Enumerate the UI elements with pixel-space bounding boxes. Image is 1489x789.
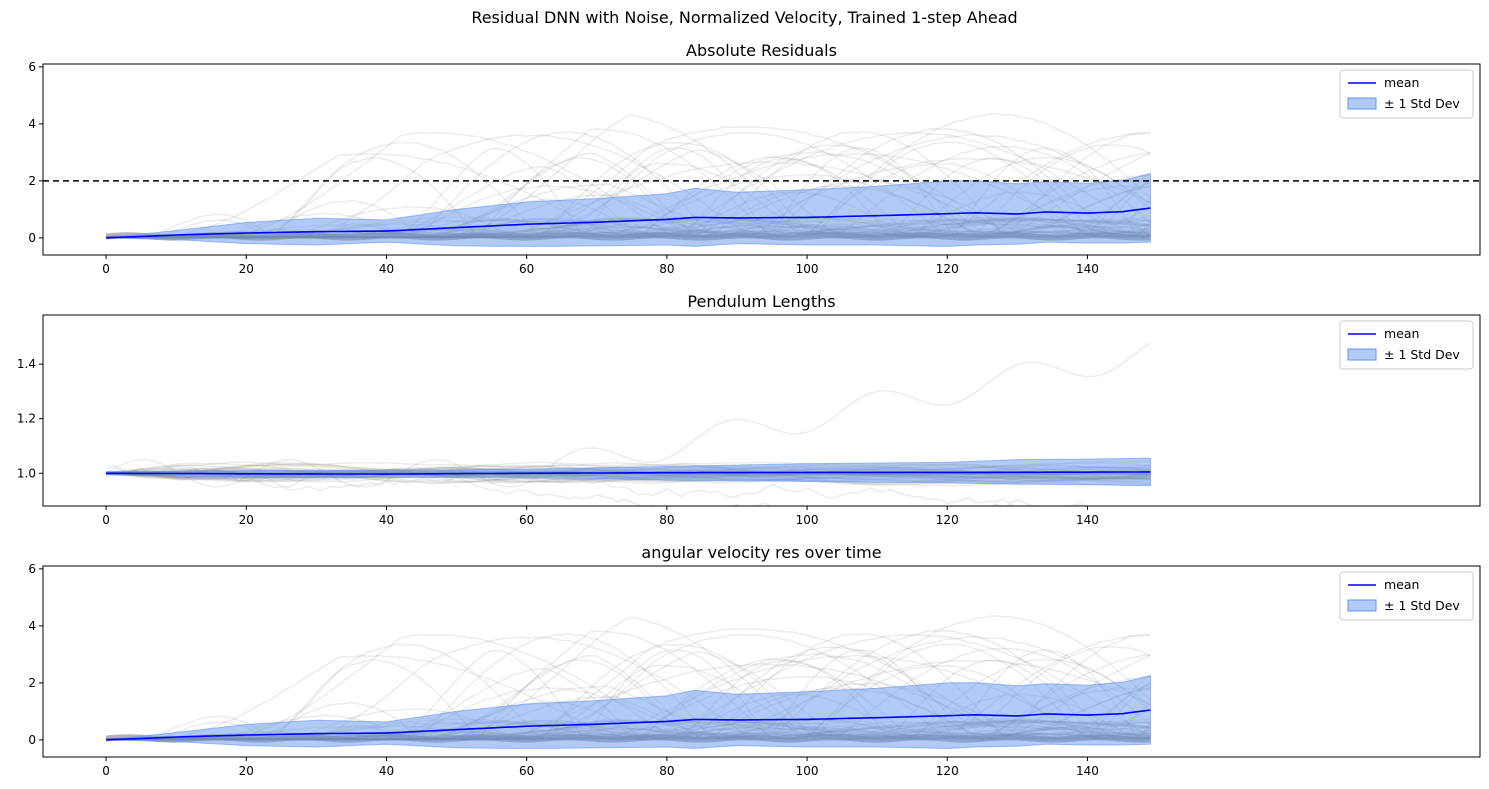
- legend-mean-label: mean: [1384, 326, 1419, 341]
- legend-mean-label: mean: [1384, 75, 1419, 90]
- x-tick-label: 60: [519, 262, 534, 276]
- subplot-title: angular velocity res over time: [641, 543, 881, 562]
- x-tick-label: 40: [379, 764, 394, 778]
- subplot-title: Absolute Residuals: [686, 41, 837, 60]
- x-tick-label: 0: [102, 262, 110, 276]
- mean-line: [106, 471, 1151, 475]
- legend-std-label: ± 1 Std Dev: [1384, 96, 1460, 111]
- legend-std-swatch: [1347, 348, 1377, 361]
- legend-std-swatch: [1347, 599, 1377, 612]
- figure-suptitle: Residual DNN with Noise, Normalized Velo…: [471, 8, 1017, 27]
- y-tick-label: 4: [28, 619, 36, 633]
- x-tick-label: 60: [519, 764, 534, 778]
- axes-frame: [42, 565, 1481, 758]
- x-tick-label: 120: [936, 262, 959, 276]
- std-band: [105, 457, 1151, 487]
- x-tick-label: 20: [239, 513, 254, 527]
- x-tick-label: 80: [659, 262, 674, 276]
- legend: mean ± 1 Std Dev: [1339, 571, 1474, 621]
- legend-std-label: ± 1 Std Dev: [1384, 598, 1460, 613]
- y-tick-label: 1.0: [17, 466, 36, 480]
- x-tick-label: 20: [239, 764, 254, 778]
- mean-line: [106, 207, 1151, 239]
- plot-area: [105, 615, 1152, 749]
- trace-line: [105, 464, 1145, 506]
- y-tick-label: 1.4: [17, 357, 36, 371]
- subplot-1: Absolute Residuals 0 20 40 60 80 100 120 140 0 2 4 6…: [28, 41, 1481, 276]
- plot-area: [43, 113, 1480, 247]
- x-tick-label: 0: [102, 764, 110, 778]
- legend-mean-label: mean: [1384, 577, 1419, 592]
- x-tick-label: 100: [796, 262, 819, 276]
- y-tick-label: 6: [28, 562, 36, 576]
- y-tick-label: 0: [28, 733, 36, 747]
- legend: mean ± 1 Std Dev: [1339, 320, 1474, 370]
- legend: mean ± 1 Std Dev: [1339, 69, 1474, 119]
- legend-std-swatch: [1347, 97, 1377, 110]
- x-tick-label: 60: [519, 513, 534, 527]
- x-tick-label: 80: [659, 764, 674, 778]
- y-tick-label: 2: [28, 174, 36, 188]
- subplot-title: Pendulum Lengths: [687, 292, 835, 311]
- axes-frame: [42, 314, 1481, 507]
- y-tick-label: 2: [28, 676, 36, 690]
- plot-area: [105, 342, 1151, 506]
- x-tick-label: 140: [1076, 764, 1099, 778]
- y-tick-label: 4: [28, 117, 36, 131]
- trace-line: [105, 342, 1151, 488]
- x-tick-label: 40: [379, 262, 394, 276]
- y-tick-label: 1.2: [17, 412, 36, 426]
- trace-line: [105, 467, 1039, 506]
- x-tick-label: 120: [936, 764, 959, 778]
- x-tick-label: 80: [659, 513, 674, 527]
- x-tick-label: 140: [1076, 513, 1099, 527]
- x-tick-label: 20: [239, 262, 254, 276]
- y-tick-label: 6: [28, 60, 36, 74]
- x-tick-label: 120: [936, 513, 959, 527]
- x-tick-label: 0: [102, 513, 110, 527]
- x-tick-label: 100: [796, 764, 819, 778]
- x-tick-label: 40: [379, 513, 394, 527]
- y-tick-label: 0: [28, 231, 36, 245]
- subplot-2: Pendulum Lengths 0 20 40 60 80 100 120 140 1.0 1.2…: [17, 292, 1481, 527]
- x-tick-label: 100: [796, 513, 819, 527]
- std-band: [106, 173, 1151, 247]
- axes-frame: [42, 63, 1481, 256]
- x-tick-label: 140: [1076, 262, 1099, 276]
- std-band: [106, 675, 1151, 749]
- legend-std-label: ± 1 Std Dev: [1384, 347, 1460, 362]
- mean-line: [106, 709, 1151, 741]
